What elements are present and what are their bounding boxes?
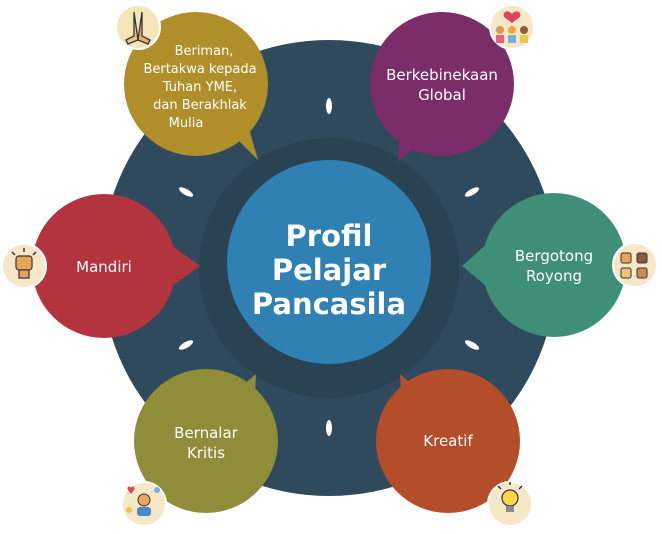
thinking-person-icon [121,481,167,527]
node-kreatif: Kreatif [376,369,533,527]
marker-lower-left [178,340,194,350]
center-node: Profil Pelajar Pancasila [227,160,431,364]
node-berkebinekaan-bubble [370,12,514,156]
marker-bottom [326,420,332,436]
center-title-line1: Profil [286,219,373,253]
node-bergotong-line2: Royong [526,267,582,285]
node-bernalar-line1: Bernalar [174,424,238,442]
center-title-line2: Pelajar [272,253,387,287]
node-bergotong-bubble [482,193,626,337]
node-berkebinekaan-line1: Berkebinekaan [386,66,498,84]
node-beriman-line5: Mulia [169,116,204,131]
node-bernalar: Bernalar Kritis [121,369,278,527]
node-beriman-line4: dan Berakhlak [153,98,247,113]
node-mandiri-line1: Mandiri [76,258,132,276]
node-mandiri-bubble [32,194,176,338]
node-berkebinekaan: Berkebinekaan Global [370,4,535,162]
node-beriman-bubble [124,12,268,156]
node-berkebinekaan-line2: Global [418,86,466,104]
node-bernalar-line2: Kritis [187,444,225,462]
diverse-people-heart-icon [489,4,535,50]
raised-fist-icon [1,243,47,289]
lightbulb-person-icon [487,481,533,527]
node-bergotong: Bergotong Royong [462,193,658,337]
ring-markers [178,98,480,436]
marker-lower-right [464,340,480,350]
center-circle [227,160,431,364]
node-bergotong-line1: Bergotong [515,247,593,265]
joined-hands-icon [612,242,658,288]
node-beriman-line3: Tuhan YME, [162,80,237,95]
node-beriman: Beriman, Bertakwa kepada Tuhan YME, dan … [115,4,268,160]
node-beriman-line1: Beriman, [175,44,234,59]
node-bernalar-bubble [134,369,278,513]
node-mandiri: Mandiri [1,194,200,338]
node-kreatif-line1: Kreatif [423,432,473,450]
node-kreatif-bubble [376,369,520,513]
node-beriman-line2: Bertakwa kepada [143,62,256,77]
marker-upper-right [464,187,480,197]
center-title-line3: Pancasila [252,287,406,321]
praying-hands-icon [115,4,161,50]
marker-top [326,98,332,114]
marker-upper-left [178,187,194,197]
